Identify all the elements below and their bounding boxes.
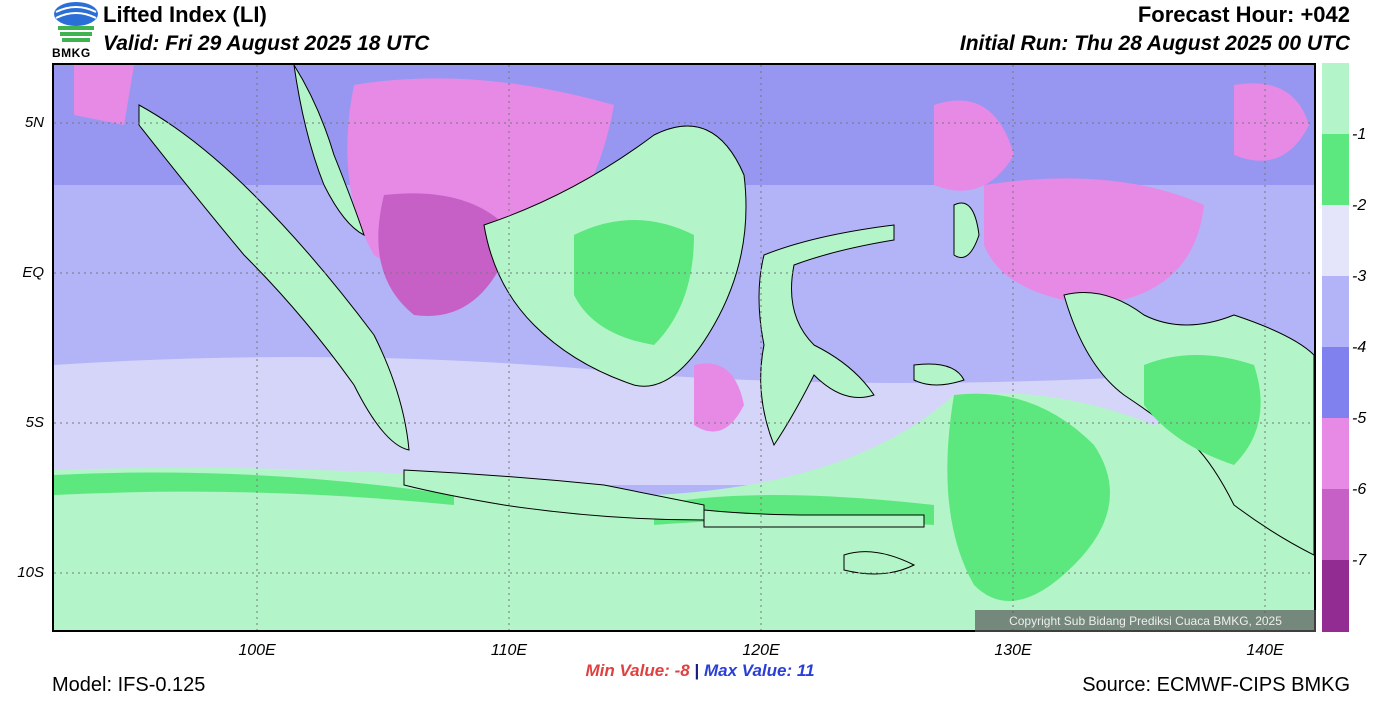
initial-run: Initial Run: Thu 28 August 2025 00 UTC — [959, 32, 1350, 55]
lat-label-5s: 5S — [25, 414, 44, 431]
lat-label-5n: 5N — [24, 114, 44, 131]
copyright-note: Copyright Sub Bidang Prediksi Cuaca BMKG… — [975, 610, 1316, 632]
lifted-index-map — [52, 63, 1316, 632]
colorbar-tick: -4 — [1352, 339, 1367, 356]
colorbar-swatch — [1322, 205, 1349, 276]
colorbar-swatch — [1322, 560, 1349, 632]
valid-time: Valid: Fri 29 August 2025 18 UTC — [103, 32, 430, 55]
source-info: Source: ECMWF-CIPS BMKG — [1082, 674, 1350, 696]
lat-label-eq: EQ — [22, 264, 44, 281]
min-label: Min Value: — [585, 661, 670, 680]
colorbar-tick: -1 — [1352, 126, 1367, 143]
colorbar-swatch — [1322, 418, 1349, 489]
lon-label-140e: 140E — [1246, 642, 1284, 659]
map-title: Lifted Index (LI) — [103, 2, 267, 27]
colorbar-swatch — [1322, 63, 1349, 134]
max-label: Max Value: — [703, 661, 793, 680]
colorbar-tick: -2 — [1352, 197, 1367, 214]
lon-label-110e: 110E — [490, 642, 528, 659]
colorbar — [1322, 63, 1349, 632]
lon-label-130e: 130E — [994, 642, 1032, 659]
lon-label-100e: 100E — [238, 642, 276, 659]
colorbar-tick: -5 — [1352, 410, 1367, 427]
colorbar-tick: -3 — [1352, 268, 1367, 285]
colorbar-tick: -7 — [1352, 552, 1367, 569]
bmkg-logo — [54, 2, 98, 42]
colorbar-swatch — [1322, 134, 1349, 205]
colorbar-swatch — [1322, 489, 1349, 560]
colorbar-tick: -6 — [1352, 481, 1367, 498]
min-max-separator: | — [694, 661, 700, 680]
logo-text: BMKG — [52, 46, 91, 60]
min-value: -8 — [674, 661, 690, 680]
min-max-values: Min Value: -8 | Max Value: 11 — [0, 661, 1400, 681]
forecast-hour: Forecast Hour: +042 — [1137, 2, 1350, 27]
colorbar-swatch — [1322, 276, 1349, 347]
model-info: Model: IFS-0.125 — [52, 674, 206, 696]
max-value: 11 — [796, 661, 815, 680]
lat-label-10s: 10S — [17, 564, 44, 581]
lon-label-120e: 120E — [742, 642, 780, 659]
colorbar-swatch — [1322, 347, 1349, 418]
